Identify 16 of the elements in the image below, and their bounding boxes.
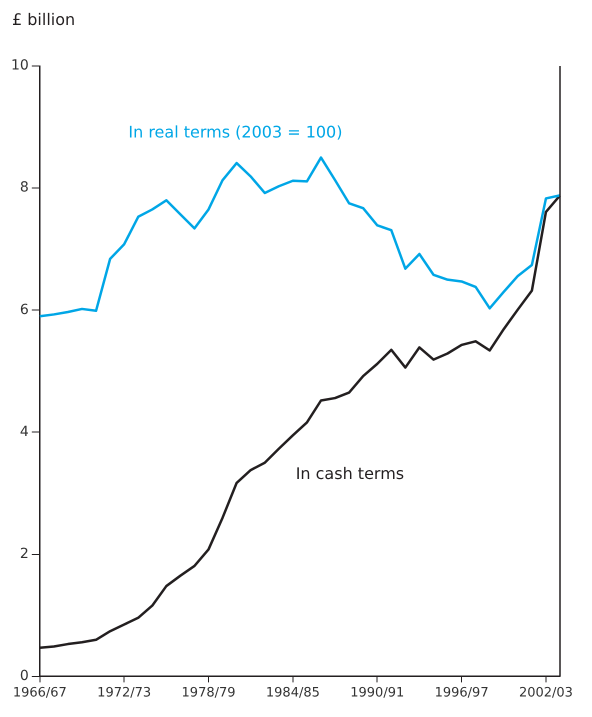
x-tick-label: 1984/85 bbox=[266, 686, 320, 701]
y-tick-label: 0 bbox=[20, 668, 29, 684]
y-tick-label: 6 bbox=[20, 302, 29, 318]
y-axis-title: £ billion bbox=[12, 10, 76, 30]
x-tick-label: 2002/03 bbox=[518, 686, 573, 701]
x-tick-label: 1996/97 bbox=[434, 686, 489, 701]
y-tick-label: 8 bbox=[20, 180, 29, 196]
series-label: In cash terms bbox=[296, 464, 404, 484]
y-tick-label: 10 bbox=[10, 58, 29, 74]
x-tick-label: 1972/73 bbox=[97, 686, 152, 701]
x-tick-label: 1990/91 bbox=[350, 686, 404, 701]
series-label: In real terms (2003 = 100) bbox=[128, 122, 342, 142]
x-tick-label: 1978/79 bbox=[182, 686, 236, 701]
x-tick-label: 1966/67 bbox=[12, 686, 67, 701]
y-tick-label: 2 bbox=[20, 546, 29, 562]
y-tick-label: 4 bbox=[20, 424, 29, 440]
